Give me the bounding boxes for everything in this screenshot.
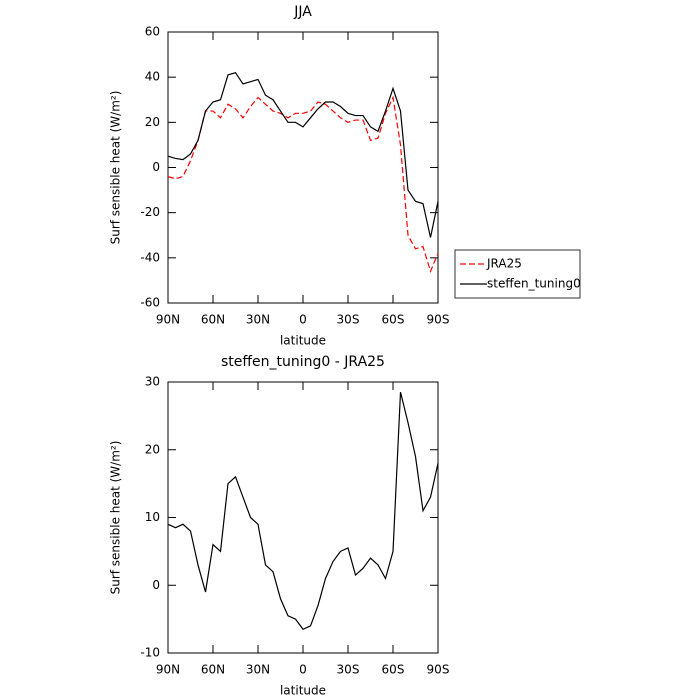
x-axis-label: latitude xyxy=(280,334,326,348)
x-tick-label: 0 xyxy=(299,663,307,677)
x-tick-label: 0 xyxy=(299,313,307,327)
y-tick-label: 40 xyxy=(145,70,160,84)
y-tick-label: 0 xyxy=(152,160,160,174)
x-tick-label: 60N xyxy=(201,313,225,327)
plot-frame xyxy=(167,381,439,654)
legend-label: JRA25 xyxy=(486,257,522,271)
x-tick-label: 30N xyxy=(246,313,270,327)
data-line xyxy=(167,71,439,238)
chart-title: JJA xyxy=(293,4,312,20)
x-tick-label: 60S xyxy=(382,663,405,677)
x-tick-label: 90S xyxy=(427,663,450,677)
x-tick-label: 90N xyxy=(156,313,180,327)
x-tick-label: 30N xyxy=(246,663,270,677)
y-tick-label: 20 xyxy=(145,442,160,456)
y-tick-label: -40 xyxy=(140,250,160,264)
y-tick-label: 10 xyxy=(145,510,160,524)
x-tick-label: 60S xyxy=(382,313,405,327)
plot-frame xyxy=(167,31,439,304)
y-axis-label: Surf sensible heat (W/m²) xyxy=(109,91,123,245)
y-tick-label: 0 xyxy=(152,578,160,592)
data-line xyxy=(167,95,439,274)
chart-title: steffen_tuning0 - JRA25 xyxy=(221,354,385,370)
x-tick-label: 90N xyxy=(156,663,180,677)
x-tick-label: 30S xyxy=(337,663,360,677)
x-tick-label: 60N xyxy=(201,663,225,677)
y-tick-label: -20 xyxy=(140,205,160,219)
y-tick-label: 30 xyxy=(145,375,160,389)
data-line xyxy=(167,392,439,631)
x-axis-label: latitude xyxy=(280,684,326,698)
legend-box xyxy=(454,249,581,299)
y-tick-label: -10 xyxy=(140,646,160,660)
x-tick-label: 90S xyxy=(427,313,450,327)
y-tick-label: -60 xyxy=(140,296,160,310)
y-tick-label: 60 xyxy=(145,25,160,39)
x-tick-label: 30S xyxy=(337,313,360,327)
y-axis-label: Surf sensible heat (W/m²) xyxy=(109,441,123,595)
legend-label: steffen_tuning0 xyxy=(487,277,581,291)
y-tick-label: 20 xyxy=(145,115,160,129)
